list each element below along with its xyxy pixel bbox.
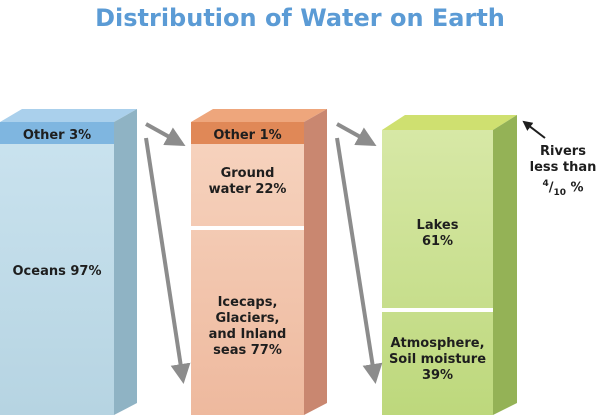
column-other-1-top <box>382 115 517 130</box>
diagram-title: Distribution of Water on Earth <box>95 4 505 32</box>
cap-label-other-3: Other 3% <box>22 128 92 143</box>
arrow-col1-to-col2-bottom <box>144 137 191 384</box>
rivers-note-fraction: 4/10 % <box>542 179 584 198</box>
rivers-note-line2: less than <box>529 160 597 175</box>
column-other-1-front <box>382 130 493 415</box>
rivers-note-unit: % <box>570 180 584 196</box>
column-other-3-side <box>304 109 327 415</box>
segment-label-lakes: Lakes 61% <box>416 218 459 249</box>
column-other-1 <box>382 115 517 415</box>
column-oceans <box>0 109 137 415</box>
rivers-note-numerator: 4 <box>542 179 549 189</box>
rivers-note-line1: Rivers <box>540 144 586 159</box>
column-oceans-top <box>0 109 137 122</box>
column-other-3-top <box>191 109 327 122</box>
column-other-3-front <box>191 144 304 415</box>
column-other-3-divider <box>191 226 304 230</box>
segment-label-oceans: Oceans 97% <box>12 264 102 279</box>
cap-label-other-1: Other 1% <box>213 128 282 143</box>
column-oceans-side <box>114 109 137 415</box>
arrow-col2-to-col3-bottom <box>335 137 383 384</box>
segment-label-icecaps: Icecaps, Glaciers, and Inland seas 77% <box>208 295 287 358</box>
segment-label-atmosphere: Atmosphere, Soil moisture 39% <box>388 336 487 383</box>
column-other-3-cap <box>191 122 304 144</box>
arrow-col2-to-col3-top <box>336 122 377 146</box>
arrow-rivers-pointer <box>522 120 546 139</box>
column-other-3 <box>191 109 327 415</box>
column-oceans-cap <box>0 122 114 144</box>
arrow-col1-to-col2-top <box>145 122 186 146</box>
rivers-note-denominator: 10 <box>553 187 566 198</box>
connector-arrows <box>144 120 546 384</box>
column-other-1-divider <box>382 308 493 312</box>
rivers-note: Rivers less than 4/10 % <box>527 144 599 201</box>
segment-label-ground-water: Ground water 22% <box>208 166 287 197</box>
column-other-1-side <box>493 115 517 415</box>
column-oceans-front <box>0 144 114 415</box>
